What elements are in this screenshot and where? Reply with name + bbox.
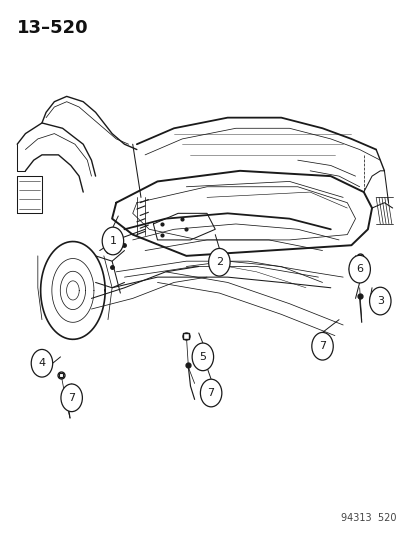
Text: 5: 5 bbox=[199, 352, 206, 362]
Circle shape bbox=[311, 333, 332, 360]
Text: 94313  520: 94313 520 bbox=[340, 513, 396, 523]
Text: 4: 4 bbox=[38, 358, 45, 368]
Text: 3: 3 bbox=[376, 296, 383, 306]
Circle shape bbox=[31, 350, 52, 377]
Circle shape bbox=[200, 379, 221, 407]
Text: 13–520: 13–520 bbox=[17, 19, 89, 37]
Circle shape bbox=[192, 343, 213, 370]
Text: 1: 1 bbox=[109, 236, 116, 246]
Text: 6: 6 bbox=[355, 264, 362, 274]
Circle shape bbox=[102, 227, 123, 255]
Text: 2: 2 bbox=[215, 257, 223, 267]
Circle shape bbox=[369, 287, 390, 315]
Text: 7: 7 bbox=[207, 388, 214, 398]
Circle shape bbox=[208, 248, 230, 276]
Text: 7: 7 bbox=[318, 341, 325, 351]
Text: 7: 7 bbox=[68, 393, 75, 403]
Circle shape bbox=[61, 384, 82, 411]
Circle shape bbox=[348, 255, 370, 283]
